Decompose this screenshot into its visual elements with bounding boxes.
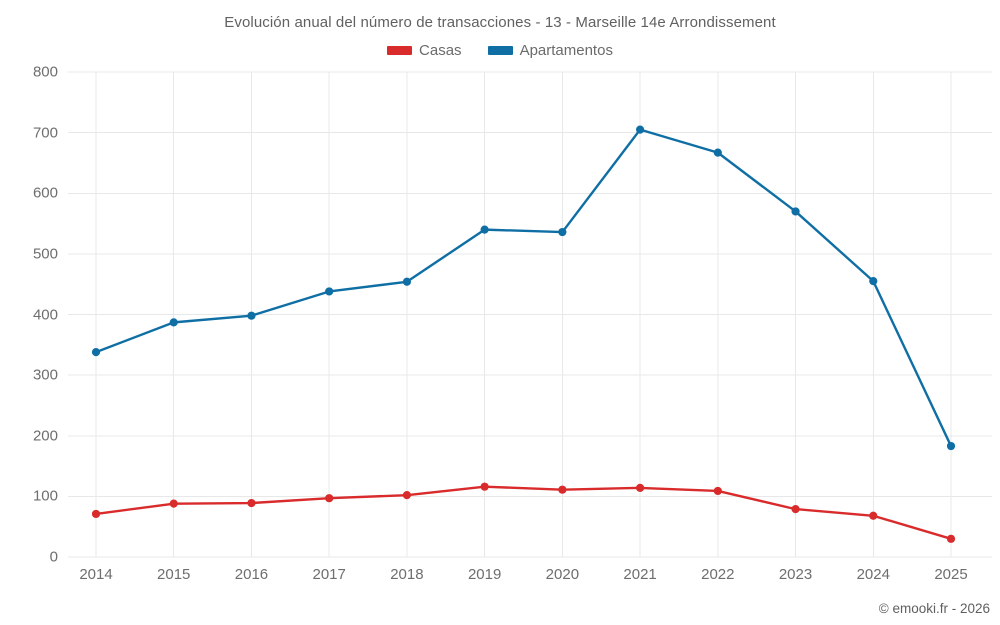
data-point-casas-2021[interactable] (635, 483, 645, 492)
x-axis-labels: 2014 2015 2016 2017 2018 2019 2020 2021 2022 2023… (68, 566, 992, 588)
x-tick-label: 2021 (623, 566, 657, 583)
legend-swatch-icon (487, 46, 513, 55)
x-tick-label: 2015 (157, 566, 191, 583)
data-point-casas-2017[interactable] (325, 494, 334, 503)
data-point-apartamentos-2025[interactable] (946, 441, 956, 451)
y-tick-label: 600 (32, 184, 58, 202)
y-tick-label: 0 (49, 548, 58, 566)
x-tick-label: 2025 (934, 566, 968, 583)
chart-title: Evolución anual del número de transaccio… (224, 14, 776, 31)
data-point-apartamentos-2014[interactable] (91, 347, 101, 357)
data-point-apartamentos-2018[interactable] (402, 277, 412, 286)
chart-plot-svg (68, 71, 992, 558)
data-point-apartamentos-2015[interactable] (169, 318, 178, 327)
y-tick-label: 700 (32, 124, 58, 142)
plot-area (68, 71, 992, 558)
series-line-casas (94, 485, 953, 541)
legend-item-apartamentos[interactable]: Apartamentos (487, 42, 613, 59)
y-tick-label: 800 (32, 63, 58, 81)
x-tick-label: 2014 (79, 566, 113, 583)
data-point-apartamentos-2016[interactable] (247, 311, 256, 320)
y-tick-label: 100 (32, 487, 58, 505)
x-tick-label: 2024 (856, 566, 890, 583)
x-tick-label: 2023 (778, 566, 813, 583)
data-point-casas-2024[interactable] (869, 511, 878, 520)
data-point-apartamentos-2020[interactable] (558, 227, 567, 237)
data-point-casas-2025[interactable] (946, 534, 956, 543)
y-axis-labels: 0 100 200 300 400 500 600 700 800 (0, 64, 58, 566)
data-point-casas-2016[interactable] (247, 498, 256, 508)
data-point-apartamentos-2024[interactable] (869, 277, 878, 286)
x-tick-label: 2022 (701, 566, 735, 583)
data-point-apartamentos-2023[interactable] (791, 207, 800, 216)
y-tick-label: 500 (32, 245, 58, 263)
data-point-casas-2023[interactable] (791, 505, 800, 514)
data-point-casas-2014[interactable] (91, 509, 101, 519)
series-line-apartamentos (94, 128, 953, 448)
y-tick-label: 400 (32, 306, 58, 323)
chart-legend: Casas Apartamentos (0, 42, 1000, 59)
x-tick-label: 2018 (390, 566, 424, 583)
legend-label: Apartamentos (519, 42, 613, 59)
legend-item-casas[interactable]: Casas (387, 42, 462, 59)
data-point-casas-2019[interactable] (480, 482, 489, 491)
y-tick-label: 300 (32, 366, 58, 384)
data-point-casas-2020[interactable] (558, 485, 567, 494)
data-point-apartamentos-2021[interactable] (635, 125, 645, 134)
data-point-casas-2022[interactable] (713, 486, 722, 496)
x-tick-label: 2019 (467, 566, 502, 583)
legend-label: Casas (419, 42, 462, 59)
data-point-casas-2018[interactable] (402, 491, 412, 500)
data-point-apartamentos-2019[interactable] (480, 225, 489, 234)
data-point-casas-2015[interactable] (169, 499, 178, 508)
data-point-apartamentos-2022[interactable] (713, 148, 722, 157)
x-tick-label: 2020 (545, 566, 580, 583)
legend-swatch-icon (387, 46, 413, 55)
data-point-apartamentos-2017[interactable] (325, 287, 334, 296)
chart-credit: © emooki.fr - 2026 (878, 601, 990, 616)
x-tick-label: 2016 (234, 566, 269, 583)
y-tick-label: 200 (32, 427, 58, 445)
x-tick-label: 2017 (312, 566, 346, 583)
